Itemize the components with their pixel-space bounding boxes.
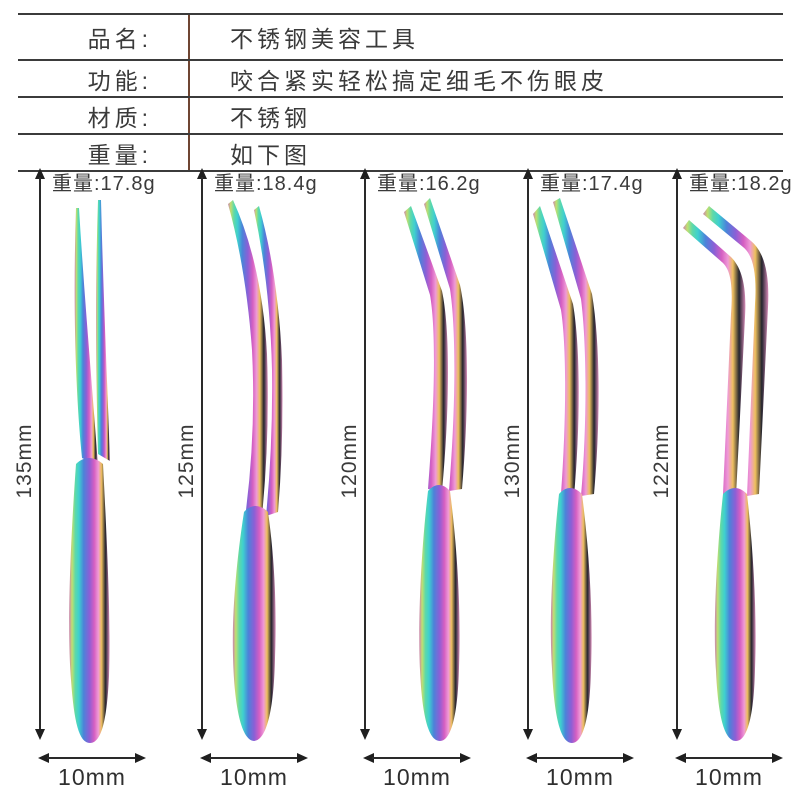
- length-dimension-arrow: [197, 168, 207, 740]
- dimension-line: [39, 177, 41, 731]
- arrowhead-up-icon: [523, 168, 533, 179]
- width-dimension-arrow: [200, 753, 308, 763]
- length-dimension-arrow: [360, 168, 370, 740]
- dimension-line: [372, 757, 462, 759]
- arrowhead-down-icon: [672, 729, 682, 740]
- tweezer-rear-prong: [254, 206, 283, 516]
- dimension-line: [209, 757, 299, 759]
- arrowhead-down-icon: [197, 729, 207, 740]
- dimension-line: [676, 177, 678, 731]
- arrowhead-right-icon: [772, 753, 783, 763]
- product-panel-2: 重量:18.4g 125mm: [162, 160, 325, 800]
- spec-value-weight: 如下图: [230, 141, 311, 168]
- tweezer-bent45-illustration: [533, 198, 599, 743]
- weight-label: 重量:17.8g: [52, 173, 156, 195]
- spec-row-name: 品名: 不锈钢美容工具: [18, 13, 783, 59]
- length-label: 135mm: [13, 423, 36, 499]
- weight-label: 重量:18.4g: [214, 173, 318, 195]
- tweezer-body: [232, 506, 276, 741]
- tweezer-rear-prong: [553, 198, 599, 496]
- spec-row-function: 功能: 咬合紧实轻松搞定细毛不伤眼皮: [18, 59, 783, 96]
- arrowhead-right-icon: [135, 753, 146, 763]
- spec-label-material: 材质:: [18, 98, 190, 133]
- width-label: 10mm: [383, 764, 451, 790]
- tweezer-front-prong: [404, 206, 448, 491]
- dimension-line: [535, 757, 625, 759]
- arrowhead-left-icon: [363, 753, 374, 763]
- width-dimension-arrow: [675, 753, 783, 763]
- length-label: 125mm: [175, 423, 198, 499]
- width-dimension-arrow: [363, 753, 471, 763]
- tweezer-body: [550, 488, 592, 743]
- tweezer-body: [419, 485, 460, 741]
- length-label: 122mm: [650, 423, 673, 499]
- product-panel-5: 重量:18.2g 122mm: [637, 160, 800, 800]
- dimension-line: [47, 757, 137, 759]
- spec-row-material: 材质: 不锈钢: [18, 96, 783, 133]
- width-dimension-arrow: [526, 753, 634, 763]
- dimension-line: [201, 177, 203, 731]
- dimension-line: [684, 757, 774, 759]
- spec-label-name: 品名:: [18, 15, 190, 59]
- length-dimension-arrow: [35, 168, 45, 740]
- dimension-line: [527, 177, 529, 731]
- length-dimension-arrow: [523, 168, 533, 740]
- tweezer-rear-prong: [424, 198, 468, 491]
- weight-label: 重量:16.2g: [377, 173, 481, 195]
- width-label: 10mm: [58, 764, 126, 790]
- tweezer-straight-illustration: [69, 200, 110, 743]
- tweezer-bent90-illustration: [683, 206, 769, 741]
- product-panels: 重量:17.8g 135mm: [0, 160, 800, 800]
- spec-table: 品名: 不锈钢美容工具 功能: 咬合紧实轻松搞定细毛不伤眼皮 材质: 不锈钢 重…: [18, 13, 783, 172]
- arrowhead-right-icon: [623, 753, 634, 763]
- spec-value-function: 咬合紧实轻松搞定细毛不伤眼皮: [230, 67, 608, 94]
- arrowhead-left-icon: [200, 753, 211, 763]
- spec-label-function: 功能:: [18, 61, 190, 96]
- tweezer-front-prong: [533, 206, 579, 496]
- tweezer-front-prong: [228, 200, 268, 516]
- arrowhead-up-icon: [360, 168, 370, 179]
- tweezer-rear-prong: [703, 206, 769, 496]
- arrowhead-up-icon: [672, 168, 682, 179]
- arrowhead-left-icon: [38, 753, 49, 763]
- tweezer-body: [714, 488, 756, 741]
- arrowhead-down-icon: [360, 729, 370, 740]
- spec-value-name: 不锈钢美容工具: [230, 26, 419, 52]
- arrowhead-right-icon: [460, 753, 471, 763]
- tweezer-curved-illustration: [228, 200, 283, 741]
- tweezer-rear-prong: [96, 200, 110, 461]
- tweezer-body: [69, 458, 110, 743]
- arrowhead-right-icon: [297, 753, 308, 763]
- width-label: 10mm: [546, 764, 614, 790]
- width-dimension-arrow: [38, 753, 146, 763]
- length-dimension-arrow: [672, 168, 682, 740]
- spec-row-weight: 重量: 如下图: [18, 133, 783, 170]
- product-panel-4: 重量:17.4g 130mm: [488, 160, 651, 800]
- arrowhead-down-icon: [35, 729, 45, 740]
- arrowhead-down-icon: [523, 729, 533, 740]
- tweezer-front-prong: [74, 208, 98, 466]
- width-label: 10mm: [695, 764, 763, 790]
- spec-value-material: 不锈钢: [230, 104, 311, 131]
- arrowhead-up-icon: [197, 168, 207, 179]
- tweezer-front-prong: [683, 220, 746, 496]
- arrowhead-left-icon: [526, 753, 537, 763]
- length-label: 120mm: [338, 423, 361, 499]
- tweezer-angled-illustration: [404, 198, 468, 741]
- product-panel-1: 重量:17.8g 135mm: [0, 160, 163, 800]
- arrowhead-up-icon: [35, 168, 45, 179]
- dimension-line: [364, 177, 366, 731]
- weight-label: 重量:18.2g: [689, 173, 793, 195]
- width-label: 10mm: [220, 764, 288, 790]
- arrowhead-left-icon: [675, 753, 686, 763]
- spec-label-weight: 重量:: [18, 135, 190, 170]
- weight-label: 重量:17.4g: [540, 173, 644, 195]
- product-panel-3: 重量:16.2g 120mm: [325, 160, 488, 800]
